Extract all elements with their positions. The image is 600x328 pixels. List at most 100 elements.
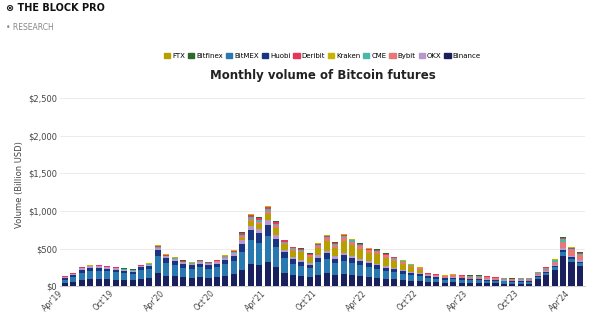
Bar (130, 280, 136, 286)
Bar (307, 268, 313, 277)
Bar (467, 280, 473, 283)
Bar (205, 264, 212, 265)
Bar (391, 269, 397, 272)
Bar (96, 266, 102, 268)
Bar (374, 264, 380, 265)
Bar (323, 241, 330, 251)
Bar (358, 261, 364, 265)
Bar (188, 264, 194, 265)
Bar (493, 277, 499, 278)
Bar (374, 250, 380, 251)
Bar (121, 271, 127, 273)
Bar (87, 279, 94, 286)
Bar (248, 215, 254, 217)
Bar (298, 259, 304, 262)
Bar (180, 262, 186, 264)
Bar (188, 269, 194, 278)
Bar (273, 222, 279, 224)
Bar (518, 281, 524, 284)
Bar (433, 274, 439, 275)
Bar (79, 273, 85, 280)
Bar (104, 266, 110, 267)
Bar (408, 265, 414, 267)
Bar (374, 252, 380, 254)
Bar (223, 256, 229, 257)
Bar (70, 277, 76, 282)
Bar (484, 283, 490, 286)
Bar (551, 267, 557, 270)
Bar (543, 267, 549, 268)
Bar (358, 245, 364, 246)
Bar (358, 258, 364, 261)
Bar (391, 279, 397, 286)
Bar (560, 250, 566, 252)
Bar (349, 240, 355, 242)
Bar (205, 278, 212, 286)
Bar (543, 268, 549, 269)
Bar (298, 250, 304, 251)
Bar (79, 270, 85, 273)
Bar (408, 281, 414, 286)
Bar (87, 271, 94, 279)
Bar (315, 257, 321, 262)
Bar (560, 239, 566, 241)
Bar (408, 272, 414, 273)
Bar (113, 270, 119, 272)
Bar (493, 278, 499, 280)
Bar (400, 271, 406, 274)
Bar (535, 273, 541, 276)
Bar (349, 242, 355, 245)
Bar (281, 241, 287, 243)
Bar (188, 278, 194, 286)
Bar (535, 278, 541, 286)
Bar (248, 221, 254, 226)
Bar (113, 272, 119, 280)
Bar (104, 267, 110, 269)
Bar (138, 266, 144, 267)
Bar (256, 224, 262, 229)
Bar (416, 268, 422, 270)
Bar (442, 279, 448, 283)
Bar (273, 224, 279, 225)
Bar (223, 257, 229, 258)
Bar (113, 267, 119, 268)
Bar (366, 253, 372, 261)
Bar (450, 275, 457, 276)
Bar (551, 265, 557, 266)
Bar (425, 276, 431, 278)
Bar (256, 217, 262, 218)
Bar (391, 261, 397, 268)
Bar (138, 270, 144, 278)
Bar (121, 273, 127, 280)
Bar (526, 282, 532, 284)
Bar (290, 256, 296, 259)
Bar (518, 279, 524, 280)
Bar (130, 270, 136, 271)
Bar (281, 273, 287, 286)
Bar (290, 251, 296, 256)
Bar (155, 245, 161, 246)
Bar (96, 265, 102, 266)
Bar (323, 238, 330, 241)
Bar (121, 280, 127, 286)
Bar (172, 259, 178, 261)
Bar (172, 265, 178, 276)
Bar (163, 256, 169, 258)
Bar (391, 272, 397, 279)
Bar (450, 279, 457, 282)
Bar (551, 266, 557, 267)
Bar (509, 282, 515, 284)
Bar (341, 236, 347, 237)
Bar (79, 268, 85, 270)
Bar (577, 256, 583, 260)
Bar (290, 275, 296, 286)
Bar (214, 277, 220, 286)
Bar (568, 247, 575, 248)
Bar (205, 269, 212, 278)
Bar (577, 266, 583, 286)
Legend: FTX, Bitfinex, BitMEX, Huobi, Deribit, Kraken, CME, Bybit, OKX, Binance: FTX, Bitfinex, BitMEX, Huobi, Deribit, K… (161, 50, 484, 62)
Bar (400, 261, 406, 262)
Bar (433, 275, 439, 276)
Bar (265, 262, 271, 286)
Bar (104, 272, 110, 279)
